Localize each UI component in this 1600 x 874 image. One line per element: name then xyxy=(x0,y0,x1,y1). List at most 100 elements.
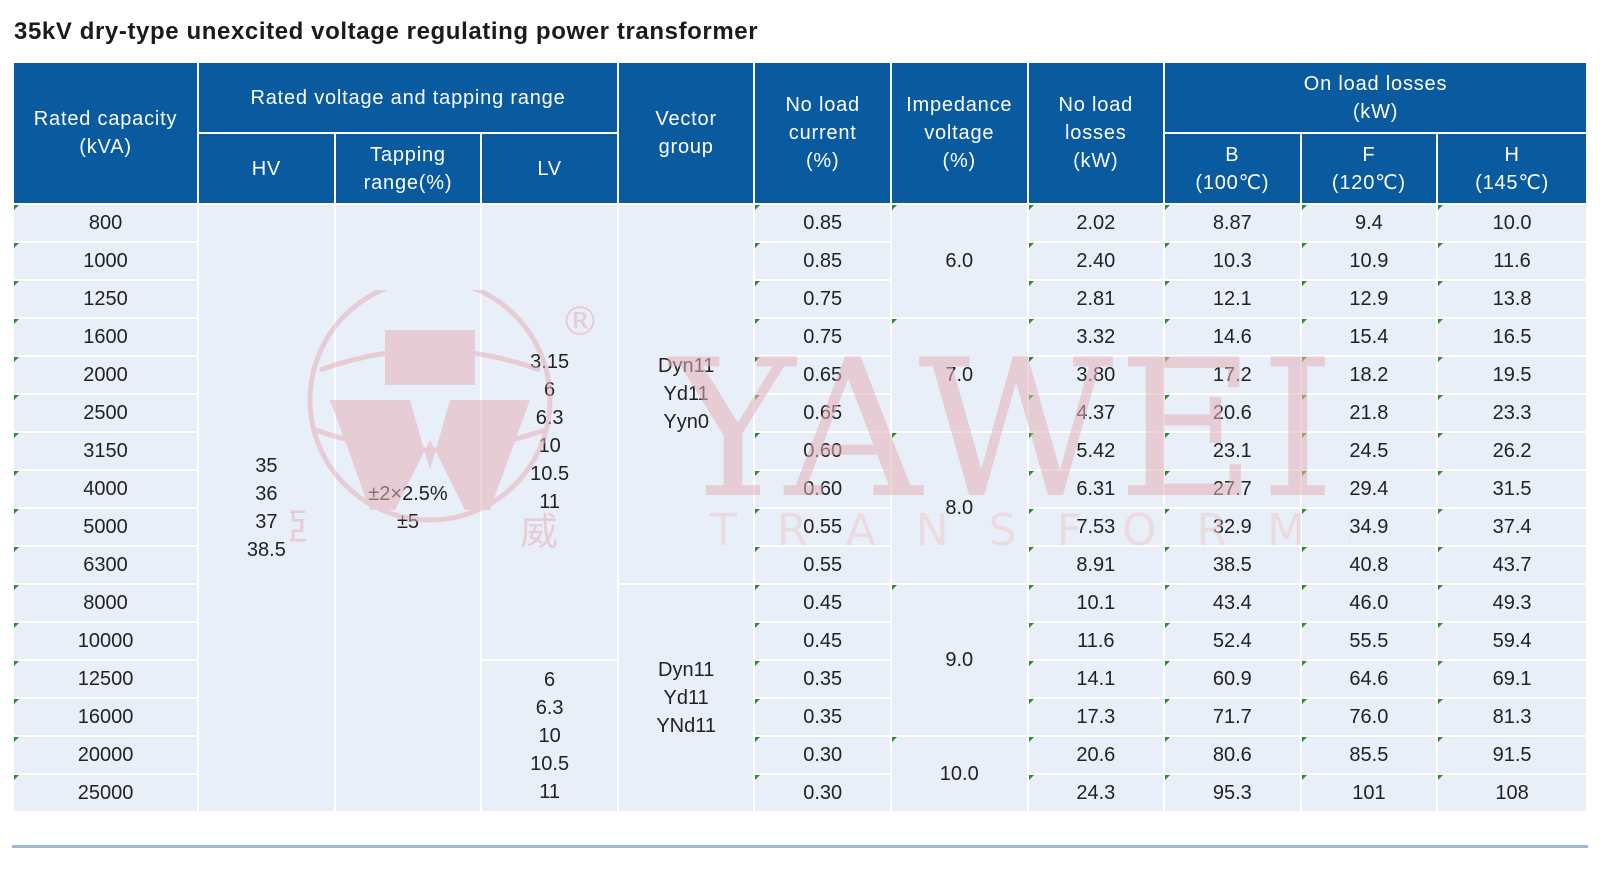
table-row: 5000 0.55 7.53 32.9 34.9 37.4 xyxy=(11,507,1588,547)
cell-loss-f: 9.4 xyxy=(1299,203,1439,243)
cell-loss-h: 31.5 xyxy=(1436,469,1588,509)
cell-no-load-losses: 6.31 xyxy=(1026,469,1166,509)
cell-vector-merged-1: Dyn11 Yd11 Yyn0 xyxy=(616,203,756,585)
header-no-load-losses: No load losses (kW) xyxy=(1026,61,1166,205)
cell-no-load-current: 0.35 xyxy=(753,659,892,699)
cell-loss-f: 34.9 xyxy=(1299,507,1439,547)
cell-loss-h: 91.5 xyxy=(1436,735,1588,775)
cell-loss-h: 10.0 xyxy=(1436,203,1588,243)
cell-impedance-merged-1: 6.0 xyxy=(889,203,1029,319)
table-row: 1000 0.85 2.40 10.3 10.9 11.6 xyxy=(11,241,1588,281)
header-hv: HV xyxy=(197,132,336,205)
cell-vector-merged-2: Dyn11 Yd11 YNd11 xyxy=(616,583,756,813)
table-row: 25000 0.30 24.3 95.3 101 108 xyxy=(11,773,1588,813)
page-title: 35kV dry-type unexcited voltage regulati… xyxy=(14,18,759,45)
cell-loss-f: 12.9 xyxy=(1299,279,1439,319)
cell-loss-b: 14.6 xyxy=(1163,317,1302,357)
cell-loss-h: 26.2 xyxy=(1436,431,1588,471)
cell-loss-b: 23.1 xyxy=(1163,431,1302,471)
cell-no-load-losses: 14.1 xyxy=(1026,659,1166,699)
cell-no-load-current: 0.75 xyxy=(753,317,892,357)
cell-no-load-losses: 8.91 xyxy=(1026,545,1166,585)
cell-loss-h: 13.8 xyxy=(1436,279,1588,319)
table-row: 6300 0.55 8.91 38.5 40.8 43.7 xyxy=(11,545,1588,585)
cell-loss-f: 29.4 xyxy=(1299,469,1439,509)
header-rated-capacity: Rated capacity (kVA) xyxy=(11,61,200,205)
cell-rated-capacity: 1000 xyxy=(11,241,200,281)
cell-loss-h: 19.5 xyxy=(1436,355,1588,395)
cell-loss-b: 71.7 xyxy=(1163,697,1302,737)
cell-loss-h: 81.3 xyxy=(1436,697,1588,737)
cell-rated-capacity: 8000 xyxy=(11,583,200,623)
cell-no-load-current: 0.75 xyxy=(753,279,892,319)
table-row: 10000 0.45 11.6 52.4 55.5 59.4 xyxy=(11,621,1588,661)
cell-loss-f: 76.0 xyxy=(1299,697,1439,737)
cell-rated-capacity: 1600 xyxy=(11,317,200,357)
spec-table-container: Rated capacity (kVA) Rated voltage and ta… xyxy=(11,61,1588,813)
cell-rated-capacity: 16000 xyxy=(11,697,200,737)
cell-loss-b: 10.3 xyxy=(1163,241,1302,281)
table-row: 4000 0.60 6.31 27.7 29.4 31.5 xyxy=(11,469,1588,509)
cell-loss-h: 43.7 xyxy=(1436,545,1588,585)
cell-loss-b: 43.4 xyxy=(1163,583,1302,623)
header-no-load-current: No load current (%) xyxy=(753,61,892,205)
table-row: 1250 0.75 2.81 12.1 12.9 13.8 xyxy=(11,279,1588,319)
header-vector-group: Vector group xyxy=(616,61,756,205)
table-row: 12500 6 6.3 10 10.5 11 0.35 14.1 60.9 64.6 69.1 xyxy=(11,659,1588,813)
cell-lv-merged-2: 6 6.3 10 10.5 11 xyxy=(480,659,619,813)
cell-no-load-current: 0.30 xyxy=(753,773,892,813)
cell-rated-capacity: 4000 xyxy=(11,469,200,509)
cell-loss-h: 16.5 xyxy=(1436,317,1588,357)
cell-no-load-current: 0.60 xyxy=(753,431,892,471)
header-f-class: F (120℃) xyxy=(1299,132,1439,205)
table-row: 1600 0.75 7.0 3.32 14.6 15.4 16.5 xyxy=(11,317,1588,433)
cell-no-load-current: 0.60 xyxy=(753,469,892,509)
bottom-rule xyxy=(12,845,1588,848)
cell-impedance-merged-4: 9.0 xyxy=(889,583,1029,737)
table-row: 3150 0.60 8.0 5.42 23.1 24.5 26.2 xyxy=(11,431,1588,585)
cell-no-load-losses: 20.6 xyxy=(1026,735,1166,775)
header-h-class: H (145℃) xyxy=(1436,132,1588,205)
cell-loss-b: 38.5 xyxy=(1163,545,1302,585)
spec-table: Rated capacity (kVA) Rated voltage and ta… xyxy=(11,61,1588,813)
cell-no-load-losses: 24.3 xyxy=(1026,773,1166,813)
cell-rated-capacity: 10000 xyxy=(11,621,200,661)
table-row: 2500 0.65 4.37 20.6 21.8 23.3 xyxy=(11,393,1588,433)
cell-no-load-losses: 2.81 xyxy=(1026,279,1166,319)
cell-lv-merged-1: 3.15 6 6.3 10 10.5 11 xyxy=(480,203,619,661)
cell-impedance-merged-3: 8.0 xyxy=(889,431,1029,585)
header-b-class: B (100℃) xyxy=(1163,132,1302,205)
cell-loss-h: 108 xyxy=(1436,773,1588,813)
cell-loss-f: 64.6 xyxy=(1299,659,1439,699)
cell-loss-h: 69.1 xyxy=(1436,659,1588,699)
cell-no-load-current: 0.85 xyxy=(753,241,892,281)
table-row: 20000 0.30 10.0 20.6 80.6 85.5 91.5 xyxy=(11,735,1588,813)
header-impedance-voltage: Impedance voltage (%) xyxy=(889,61,1029,205)
cell-no-load-current: 0.35 xyxy=(753,697,892,737)
cell-no-load-current: 0.85 xyxy=(753,203,892,243)
cell-loss-f: 24.5 xyxy=(1299,431,1439,471)
cell-rated-capacity: 20000 xyxy=(11,735,200,775)
cell-rated-capacity: 5000 xyxy=(11,507,200,547)
table-row: 16000 0.35 17.3 71.7 76.0 81.3 xyxy=(11,697,1588,737)
cell-loss-b: 12.1 xyxy=(1163,279,1302,319)
cell-loss-f: 55.5 xyxy=(1299,621,1439,661)
cell-loss-b: 20.6 xyxy=(1163,393,1302,433)
cell-loss-b: 60.9 xyxy=(1163,659,1302,699)
cell-loss-f: 46.0 xyxy=(1299,583,1439,623)
cell-loss-h: 23.3 xyxy=(1436,393,1588,433)
cell-loss-f: 18.2 xyxy=(1299,355,1439,395)
cell-loss-b: 17.2 xyxy=(1163,355,1302,395)
cell-tapping-merged: ±2×2.5% ±5 xyxy=(333,203,483,813)
cell-loss-f: 40.8 xyxy=(1299,545,1439,585)
cell-rated-capacity: 2500 xyxy=(11,393,200,433)
cell-no-load-losses: 3.32 xyxy=(1026,317,1166,357)
header-tapping-range: Tapping range(%) xyxy=(333,132,483,205)
cell-no-load-losses: 7.53 xyxy=(1026,507,1166,547)
table-body: 800 35 36 37 38.5 ±2×2.5% ±5 3.15 6 6.3 10 10.5 11 Dy… xyxy=(11,203,1588,813)
cell-loss-b: 8.87 xyxy=(1163,203,1302,243)
cell-no-load-current: 0.45 xyxy=(753,621,892,661)
cell-loss-h: 37.4 xyxy=(1436,507,1588,547)
cell-no-load-current: 0.55 xyxy=(753,545,892,585)
cell-no-load-losses: 4.37 xyxy=(1026,393,1166,433)
